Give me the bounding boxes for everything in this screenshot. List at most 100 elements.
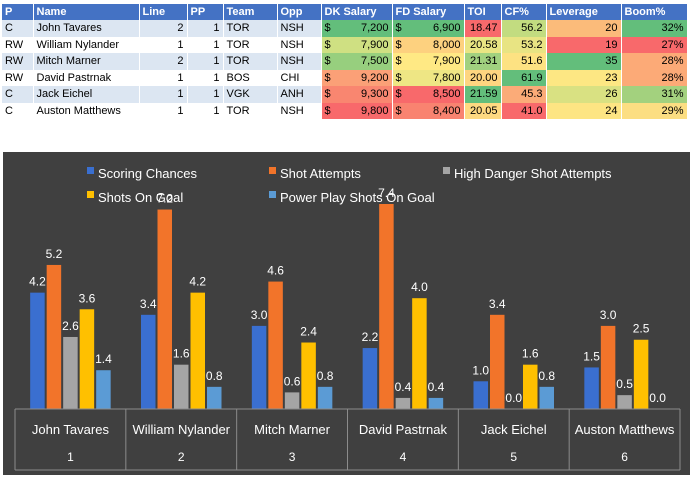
table-cell: $7,500: [321, 53, 393, 70]
table-header-row: P Name Line PP Team Opp DK Salary FD Salary TOI C…: [2, 4, 688, 20]
bar-value-label: 0.8: [538, 369, 555, 383]
stats-bar-chart: Scoring Chances Shot Attempts High Danger …: [3, 152, 690, 475]
table-cell: NSH: [277, 102, 322, 119]
table-row[interactable]: RW Mitch Marner 2 1 TOR NSH $7,500 $7,900 21.31 5…: [2, 53, 688, 70]
col-header[interactable]: TOI: [464, 4, 502, 20]
bar: [412, 298, 427, 409]
bar: [157, 209, 172, 409]
table-row[interactable]: C Auston Matthews 1 1 TOR NSH $9,800 $8,400 20.0…: [2, 102, 688, 119]
table-cell: $7,900: [392, 53, 465, 70]
category-index-label: 3: [289, 450, 296, 464]
col-header[interactable]: Boom%: [621, 4, 688, 20]
table-cell: David Pastrnak: [33, 69, 140, 86]
table-cell: 51.6: [501, 53, 547, 70]
col-header[interactable]: Leverage: [546, 4, 622, 20]
col-header[interactable]: Line: [139, 4, 188, 20]
bar: [473, 381, 488, 409]
col-header[interactable]: Team: [223, 4, 278, 20]
bar: [141, 314, 156, 409]
bar: [317, 386, 333, 409]
bar-value-label: 0.0: [649, 391, 666, 405]
table-cell: 26: [546, 86, 622, 103]
table-cell: 2: [139, 53, 188, 70]
bar-value-label: 1.6: [173, 347, 190, 361]
bar: [428, 397, 444, 409]
table-cell: $9,300: [321, 86, 393, 103]
legend-label: High Danger Shot Attempts: [454, 166, 612, 181]
table-cell: $6,900: [392, 20, 465, 37]
table-cell: 1: [187, 53, 224, 70]
col-header[interactable]: FD Salary: [392, 4, 465, 20]
bar: [490, 314, 505, 409]
legend-swatch: [87, 191, 94, 198]
table-row[interactable]: RW William Nylander 1 1 TOR NSH $7,900 $8,000 20…: [2, 36, 688, 53]
bar-value-label: 3.4: [140, 297, 157, 311]
table-cell: 1: [139, 36, 188, 53]
bar-value-label: 0.4: [395, 380, 412, 394]
legend-swatch: [269, 191, 276, 198]
table-cell: TOR: [223, 102, 278, 119]
table-cell: Auston Matthews: [33, 102, 140, 119]
bar: [301, 342, 316, 409]
table-cell: Jack Eichel: [33, 86, 140, 103]
col-header[interactable]: PP: [187, 4, 224, 20]
bar: [633, 339, 649, 409]
table-cell: 1: [139, 69, 188, 86]
table-cell: 18.47: [464, 20, 502, 37]
col-header[interactable]: CF%: [501, 4, 547, 20]
table-cell: $7,200: [321, 20, 393, 37]
table-cell: 56.2: [501, 20, 547, 37]
category-label: William Nylander: [132, 422, 230, 437]
table-row[interactable]: RW David Pastrnak 1 1 BOS CHI $9,200 $7,800 20.0…: [2, 69, 688, 86]
table-cell: 20.05: [464, 102, 502, 119]
bar-value-label: 1.0: [472, 363, 489, 377]
table-cell: 1: [187, 20, 224, 37]
table-cell: CHI: [277, 69, 322, 86]
table-cell: $7,800: [392, 69, 465, 86]
bar: [190, 292, 205, 409]
legend-swatch: [269, 167, 276, 174]
legend-swatch: [443, 167, 450, 174]
table-cell: TOR: [223, 53, 278, 70]
col-header[interactable]: Name: [33, 4, 140, 20]
bar-value-label: 7.4: [378, 186, 395, 200]
table-row[interactable]: C John Tavares 2 1 TOR NSH $7,200 $6,900 18.47 56…: [2, 20, 688, 37]
bar: [174, 364, 189, 409]
legend-label: Shots On Goal: [98, 190, 183, 205]
bar-value-label: 2.2: [362, 330, 379, 344]
table-row[interactable]: C Jack Eichel 1 1 VGK ANH $9,300 $8,500 21.59 45.…: [2, 86, 688, 103]
category-index-label: 6: [621, 450, 628, 464]
table-cell: 1: [139, 86, 188, 103]
bar-value-label: 4.6: [267, 264, 284, 278]
bar: [63, 336, 78, 409]
table-cell: 21.31: [464, 53, 502, 70]
bar: [207, 386, 222, 409]
table-cell: 19: [546, 36, 622, 53]
table-cell: NSH: [277, 53, 322, 70]
bar-value-label: 2.4: [300, 325, 317, 339]
table-cell: VGK: [223, 86, 278, 103]
table-cell: 35: [546, 53, 622, 70]
bar: [30, 292, 45, 409]
table-cell: 20.00: [464, 69, 502, 86]
col-header[interactable]: DK Salary: [321, 4, 393, 20]
table-cell: John Tavares: [33, 20, 140, 37]
legend-label: Shot Attempts: [280, 166, 361, 181]
table-cell: 41.0: [501, 102, 547, 119]
bar: [600, 325, 616, 409]
bar: [96, 370, 111, 409]
table-cell: 27%: [621, 36, 688, 53]
bar-value-label: 0.8: [206, 369, 223, 383]
bar-value-label: 4.2: [29, 275, 46, 289]
table-cell: C: [2, 20, 34, 37]
table-cell: 31%: [621, 86, 688, 103]
bar-value-label: 5.2: [46, 247, 63, 261]
bar-value-label: 2.6: [62, 319, 79, 333]
table-cell: 53.2: [501, 36, 547, 53]
col-header[interactable]: P: [2, 4, 34, 20]
table-cell: $8,500: [392, 86, 465, 103]
bar-value-label: 2.5: [633, 322, 650, 336]
bar: [79, 309, 95, 409]
col-header[interactable]: Opp: [277, 4, 322, 20]
chart-background: [3, 152, 690, 475]
